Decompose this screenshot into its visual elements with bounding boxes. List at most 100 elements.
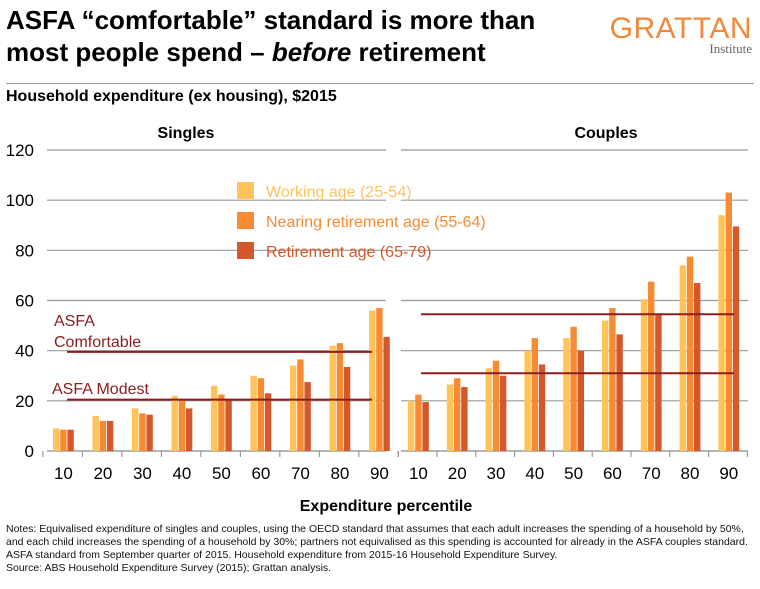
bar-singles-s2-90 xyxy=(376,308,383,451)
bar-singles-s1-40 xyxy=(171,395,178,451)
logo-subtitle: Institute xyxy=(709,41,752,56)
y-tick-label: 100 xyxy=(6,191,34,210)
bar-singles-s1-90 xyxy=(369,310,376,451)
x-tick-label: 60 xyxy=(603,464,622,483)
bar-singles-s2-50 xyxy=(218,394,225,451)
bar-couples-s3-50 xyxy=(577,350,584,451)
title-part1: ASFA “comfortable” standard is more than… xyxy=(6,5,536,67)
x-tick-label: 40 xyxy=(172,464,191,483)
bar-singles-s2-80 xyxy=(336,343,344,451)
bar-couples-s2-30 xyxy=(492,360,500,451)
legend-swatch xyxy=(237,212,254,229)
bar-couples-s3-10 xyxy=(422,402,429,451)
bar-singles-s3-10 xyxy=(67,429,74,451)
chart-notes: Notes: Equivalised expenditure of single… xyxy=(6,523,756,575)
bar-couples-s1-30 xyxy=(485,368,492,451)
chart-subtitle: Household expenditure (ex housing), $201… xyxy=(6,88,337,105)
bar-singles-s3-40 xyxy=(185,408,193,451)
x-tick-label: 10 xyxy=(409,464,428,483)
bar-couples-s2-80 xyxy=(686,256,694,451)
x-tick-label: 70 xyxy=(642,464,661,483)
bar-couples-s2-50 xyxy=(570,326,577,451)
y-tick-label: 120 xyxy=(6,141,34,160)
bar-couples-s2-10 xyxy=(415,394,422,451)
bar-couples-s2-60 xyxy=(609,308,616,451)
bar-singles-s3-90 xyxy=(383,336,390,451)
x-tick-label: 10 xyxy=(54,464,73,483)
source-text: Source: ABS Household Expenditure Survey… xyxy=(6,562,332,574)
legend-swatch xyxy=(237,242,254,259)
bar-couples-s3-40 xyxy=(538,364,546,451)
y-tick-label: 80 xyxy=(15,241,34,260)
bar-singles-s1-80 xyxy=(329,345,336,451)
x-tick-label: 40 xyxy=(525,464,544,483)
x-tick-label: 90 xyxy=(370,464,389,483)
bar-singles-s1-70 xyxy=(290,365,297,451)
y-tick-label: 40 xyxy=(15,342,34,361)
bar-singles-s2-60 xyxy=(257,378,265,451)
bar-couples-s3-60 xyxy=(616,334,623,451)
bar-singles-s2-30 xyxy=(139,413,146,451)
x-tick-label: 20 xyxy=(448,464,467,483)
grattan-logo: GRATTAN Institute xyxy=(610,14,752,56)
bar-couples-s3-90 xyxy=(732,226,740,451)
x-tick-label: 30 xyxy=(133,464,152,483)
bar-couples-s2-90 xyxy=(725,192,732,451)
y-tick-label: 60 xyxy=(15,292,34,311)
header-divider xyxy=(6,83,754,84)
bar-singles-s3-80 xyxy=(343,366,351,451)
x-tick-label: 50 xyxy=(564,464,583,483)
asfa-comfortable-label-line2: Comfortable xyxy=(54,334,141,351)
bar-singles-s1-10 xyxy=(53,428,60,451)
bar-couples-s1-20 xyxy=(446,384,454,451)
x-tick-label: 90 xyxy=(719,464,738,483)
bar-couples-s2-20 xyxy=(454,378,461,451)
x-tick-label: 30 xyxy=(487,464,506,483)
bar-singles-s1-50 xyxy=(211,385,218,451)
bar-singles-s1-20 xyxy=(92,415,99,451)
bar-couples-s3-20 xyxy=(461,387,468,451)
bar-singles-s2-10 xyxy=(60,429,67,451)
bar-singles-s3-70 xyxy=(304,382,311,451)
bar-singles-s1-60 xyxy=(250,375,257,451)
chart-title: ASFA “comfortable” standard is more than… xyxy=(6,4,596,68)
bar-singles-s2-20 xyxy=(99,420,107,451)
asfa-modest-label: ASFA Modest xyxy=(52,381,149,398)
legend-label: Working age (25-54) xyxy=(266,184,412,201)
panel-title-couples: Couples xyxy=(574,125,637,142)
bar-couples-s1-50 xyxy=(563,338,570,451)
bar-singles-s3-50 xyxy=(225,399,232,451)
x-axis-title: Expenditure percentile xyxy=(300,498,473,515)
bar-couples-s3-70 xyxy=(655,314,662,451)
legend-swatch xyxy=(237,182,254,199)
legend-label: Retirement age (65-79) xyxy=(266,244,431,261)
notes-text: Notes: Equivalised expenditure of single… xyxy=(6,523,748,561)
bar-couples-s1-40 xyxy=(524,350,531,451)
x-tick-label: 50 xyxy=(212,464,231,483)
bar-singles-s2-40 xyxy=(178,399,186,451)
title-emphasis: before xyxy=(271,37,352,67)
bar-couples-s2-70 xyxy=(648,281,655,451)
bar-couples-s1-90 xyxy=(718,215,725,451)
bar-couples-s1-70 xyxy=(640,299,648,451)
y-tick-label: 0 xyxy=(25,442,34,461)
bar-singles-s3-30 xyxy=(146,414,153,451)
bar-singles-s2-70 xyxy=(297,359,304,451)
bar-singles-s1-30 xyxy=(132,408,139,451)
legend-label: Nearing retirement age (55-64) xyxy=(266,214,486,231)
bar-singles-s3-60 xyxy=(264,393,272,451)
bar-couples-s2-40 xyxy=(531,338,538,451)
x-tick-label: 80 xyxy=(330,464,349,483)
bar-singles-s3-20 xyxy=(106,420,114,451)
x-tick-label: 80 xyxy=(681,464,700,483)
x-tick-label: 20 xyxy=(93,464,112,483)
bar-couples-s3-80 xyxy=(694,282,701,451)
asfa-comfortable-label-line1: ASFA xyxy=(54,313,95,330)
bar-couples-s1-60 xyxy=(602,320,609,451)
bar-couples-s3-30 xyxy=(500,375,507,451)
bar-chart: 0 20 40 60 80 100 120 Singles 10 20 30 40 50 60 70 80 90… xyxy=(6,125,748,515)
x-tick-label: 70 xyxy=(291,464,310,483)
title-part2: retirement xyxy=(351,37,486,67)
bar-couples-s1-10 xyxy=(408,400,415,451)
bar-couples-s1-80 xyxy=(679,265,686,451)
